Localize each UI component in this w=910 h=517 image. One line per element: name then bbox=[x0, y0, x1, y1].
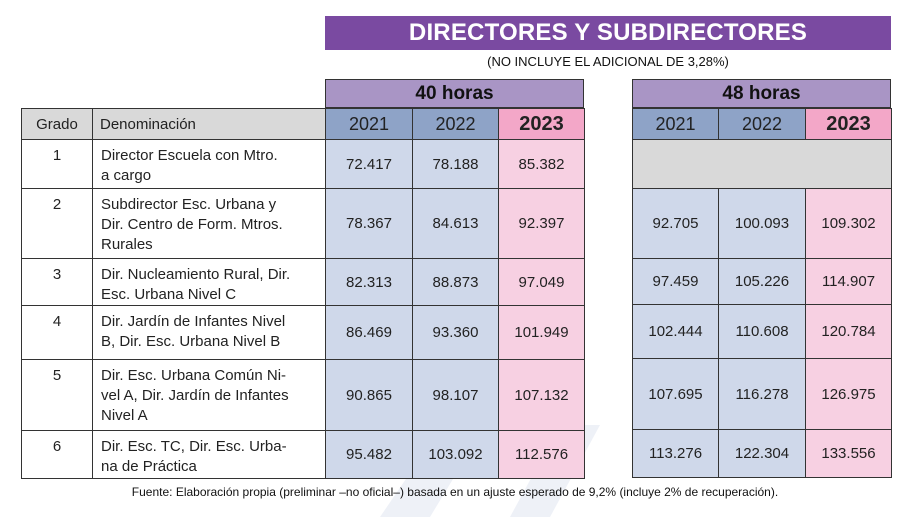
denominacion-cell: Dir. Esc. Urbana Común Ni-vel A, Dir. Ja… bbox=[92, 359, 326, 431]
value-48h-2022: 100.093 bbox=[718, 188, 806, 259]
value-40h-2021: 72.417 bbox=[325, 139, 413, 189]
denominacion-line: Director Escuela con Mtro. bbox=[101, 147, 278, 164]
denominacion-line: Dir. Nucleamiento Rural, Dir. bbox=[101, 266, 291, 283]
value-48h-2022: 122.304 bbox=[718, 429, 806, 478]
grado-cell: 3 bbox=[21, 258, 93, 306]
table-row: 92.705 100.093 109.302 bbox=[632, 188, 892, 259]
denominacion-cell: Subdirector Esc. Urbana y Dir. Centro de … bbox=[92, 188, 326, 259]
value-48h-2022: 110.608 bbox=[718, 304, 806, 359]
column-header-2023: 2023 bbox=[805, 108, 892, 140]
column-header-2023: 2023 bbox=[498, 108, 585, 140]
denominacion-line: a cargo bbox=[101, 167, 152, 184]
value-40h-2022: 78.188 bbox=[412, 139, 499, 189]
grado-cell: 5 bbox=[21, 359, 93, 431]
value-48h-2022: 105.226 bbox=[718, 258, 806, 305]
grado-cell: 6 bbox=[21, 430, 93, 479]
denominacion-line: Dir. Centro de Form. Mtros. bbox=[101, 216, 283, 233]
group-header-40-horas: 40 horas bbox=[325, 79, 584, 108]
denominacion-cell: Dir. Nucleamiento Rural, Dir. Esc. Urbana… bbox=[92, 258, 326, 306]
value-48h-2021: 107.695 bbox=[632, 358, 719, 430]
value-40h-2021: 95.482 bbox=[325, 430, 413, 479]
column-header-denominacion: Denominación bbox=[92, 108, 326, 140]
denominacion-line: Dir. Jardín de Infantes Nivel bbox=[101, 313, 286, 330]
table-row: 4 Dir. Jardín de Infantes Nivel B, Dir. Es… bbox=[21, 305, 585, 360]
value-40h-2023: 112.576 bbox=[498, 430, 585, 479]
salary-table-48-horas: 2021 2022 2023 92.705 100.093 109.302 97.45… bbox=[632, 108, 892, 478]
grado-cell: 4 bbox=[21, 305, 93, 360]
value-40h-2023: 85.382 bbox=[498, 139, 585, 189]
table-header-row: 2021 2022 2023 bbox=[632, 108, 892, 140]
denominacion-line: Esc. Urbana Nivel C bbox=[101, 286, 237, 303]
value-48h-2021: 113.276 bbox=[632, 429, 719, 478]
table-row: 3 Dir. Nucleamiento Rural, Dir. Esc. Urban… bbox=[21, 258, 585, 306]
grado-cell: 2 bbox=[21, 188, 93, 259]
value-40h-2021: 78.367 bbox=[325, 188, 413, 259]
value-48h-2022: 116.278 bbox=[718, 358, 806, 430]
value-40h-2022: 84.613 bbox=[412, 188, 499, 259]
denominacion-line: Dir. Esc. Urbana Común Ni- bbox=[101, 367, 287, 384]
denominacion-line: Rurales bbox=[101, 236, 153, 253]
denominacion-line: Dir. Esc. TC, Dir. Esc. Urba- bbox=[101, 438, 287, 455]
value-40h-2023: 92.397 bbox=[498, 188, 585, 259]
table-row: 102.444 110.608 120.784 bbox=[632, 304, 892, 359]
not-applicable-cell bbox=[632, 139, 892, 189]
value-48h-2023: 114.907 bbox=[805, 258, 892, 305]
denominacion-cell: Dir. Jardín de Infantes Nivel B, Dir. Esc… bbox=[92, 305, 326, 360]
denominacion-cell: Director Escuela con Mtro. a cargo bbox=[92, 139, 326, 189]
page-subtitle: (NO INCLUYE EL ADICIONAL DE 3,28%) bbox=[487, 54, 729, 69]
column-header-grado: Grado bbox=[21, 108, 93, 140]
table-row: 113.276 122.304 133.556 bbox=[632, 429, 892, 478]
value-48h-2021: 92.705 bbox=[632, 188, 719, 259]
value-40h-2023: 107.132 bbox=[498, 359, 585, 431]
table-header-row: Grado Denominación 2021 2022 2023 bbox=[21, 108, 585, 140]
denominacion-line: B, Dir. Esc. Urbana Nivel B bbox=[101, 333, 281, 350]
salary-table-40-horas: Grado Denominación 2021 2022 2023 1 Direc… bbox=[21, 108, 585, 479]
value-48h-2023: 120.784 bbox=[805, 304, 892, 359]
group-header-48-horas: 48 horas bbox=[632, 79, 891, 108]
value-48h-2021: 102.444 bbox=[632, 304, 719, 359]
value-40h-2022: 103.092 bbox=[412, 430, 499, 479]
table-row: 2 Subdirector Esc. Urbana y Dir. Centro de… bbox=[21, 188, 585, 259]
value-40h-2023: 101.949 bbox=[498, 305, 585, 360]
denominacion-line: Nivel A bbox=[101, 407, 148, 424]
denominacion-line: Subdirector Esc. Urbana y bbox=[101, 196, 277, 213]
value-40h-2022: 98.107 bbox=[412, 359, 499, 431]
value-40h-2021: 82.313 bbox=[325, 258, 413, 306]
source-footnote: Fuente: Elaboración propia (preliminar –… bbox=[131, 485, 779, 499]
page-title: DIRECTORES Y SUBDIRECTORES bbox=[325, 16, 891, 50]
value-40h-2021: 86.469 bbox=[325, 305, 413, 360]
table-row: 1 Director Escuela con Mtro. a cargo 72.417… bbox=[21, 139, 585, 189]
denominacion-line: vel A, Dir. Jardín de Infantes bbox=[101, 387, 289, 404]
value-40h-2022: 93.360 bbox=[412, 305, 499, 360]
grado-cell: 1 bbox=[21, 139, 93, 189]
denominacion-cell: Dir. Esc. TC, Dir. Esc. Urba-na de Práct… bbox=[92, 430, 326, 479]
table-row: 6 Dir. Esc. TC, Dir. Esc. Urba-na de Prác… bbox=[21, 430, 585, 479]
value-40h-2021: 90.865 bbox=[325, 359, 413, 431]
value-40h-2023: 97.049 bbox=[498, 258, 585, 306]
column-header-2022: 2022 bbox=[718, 108, 806, 140]
table-row bbox=[632, 139, 892, 189]
column-header-2022: 2022 bbox=[412, 108, 499, 140]
value-48h-2023: 133.556 bbox=[805, 429, 892, 478]
denominacion-line: na de Práctica bbox=[101, 458, 197, 475]
column-header-2021: 2021 bbox=[632, 108, 719, 140]
table-row: 97.459 105.226 114.907 bbox=[632, 258, 892, 305]
value-48h-2021: 97.459 bbox=[632, 258, 719, 305]
value-40h-2022: 88.873 bbox=[412, 258, 499, 306]
table-row: 107.695 116.278 126.975 bbox=[632, 358, 892, 430]
value-48h-2023: 126.975 bbox=[805, 358, 892, 430]
value-48h-2023: 109.302 bbox=[805, 188, 892, 259]
column-header-2021: 2021 bbox=[325, 108, 413, 140]
table-row: 5 Dir. Esc. Urbana Común Ni-vel A, Dir. J… bbox=[21, 359, 585, 431]
